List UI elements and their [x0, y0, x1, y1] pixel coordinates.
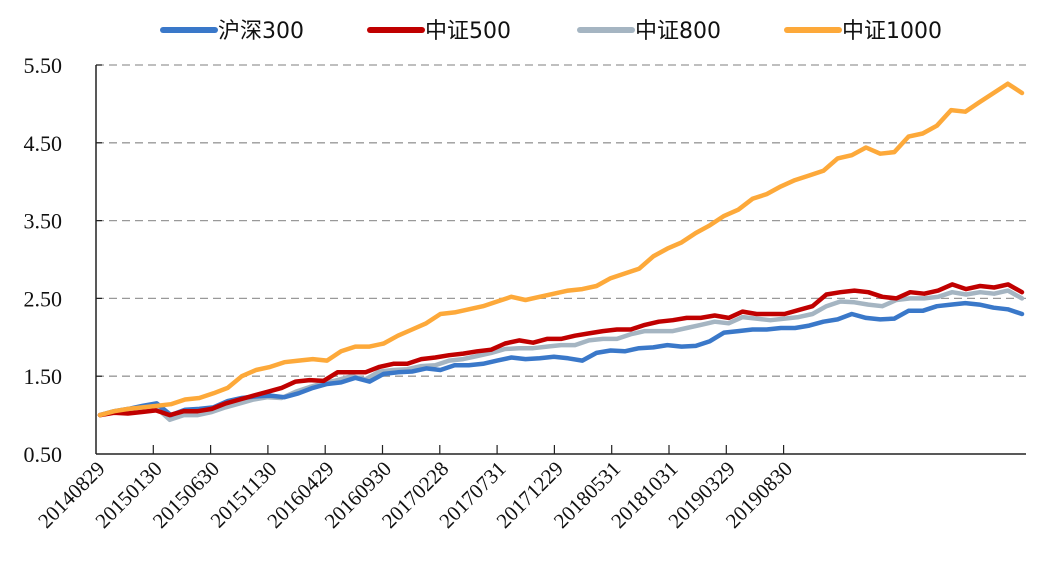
legend-label: 中证800 — [635, 19, 721, 44]
y-tick-label: 3.50 — [24, 209, 63, 234]
legend-item-zz800: 中证800 — [577, 19, 721, 44]
legend-item-hs300: 沪深300 — [160, 19, 304, 44]
y-tick-label: 5.50 — [24, 53, 63, 78]
x-axis-ticks: 2014082920150130201506302015113020160429… — [33, 445, 797, 533]
y-tick-label: 4.50 — [24, 131, 63, 156]
legend: 沪深300 中证500 中证800 中证1000 — [160, 19, 942, 44]
y-tick-label: 2.50 — [24, 286, 63, 311]
legend-label: 沪深300 — [218, 19, 304, 44]
gridlines — [96, 64, 1026, 377]
legend-label: 中证500 — [425, 19, 511, 44]
series-line-中证800 — [97, 288, 1025, 423]
legend-item-zz500: 中证500 — [367, 19, 511, 44]
y-axis-ticks: 0.50 1.50 2.50 3.50 4.50 5.50 — [24, 53, 102, 467]
series-lines — [97, 81, 1025, 423]
legend-item-zz1000: 中证1000 — [784, 19, 942, 44]
series-line-中证1000 — [97, 81, 1025, 418]
y-tick-label: 0.50 — [24, 442, 63, 467]
legend-label: 中证1000 — [842, 19, 942, 44]
y-tick-label: 1.50 — [24, 364, 63, 389]
series-line-中证500 — [97, 282, 1025, 418]
